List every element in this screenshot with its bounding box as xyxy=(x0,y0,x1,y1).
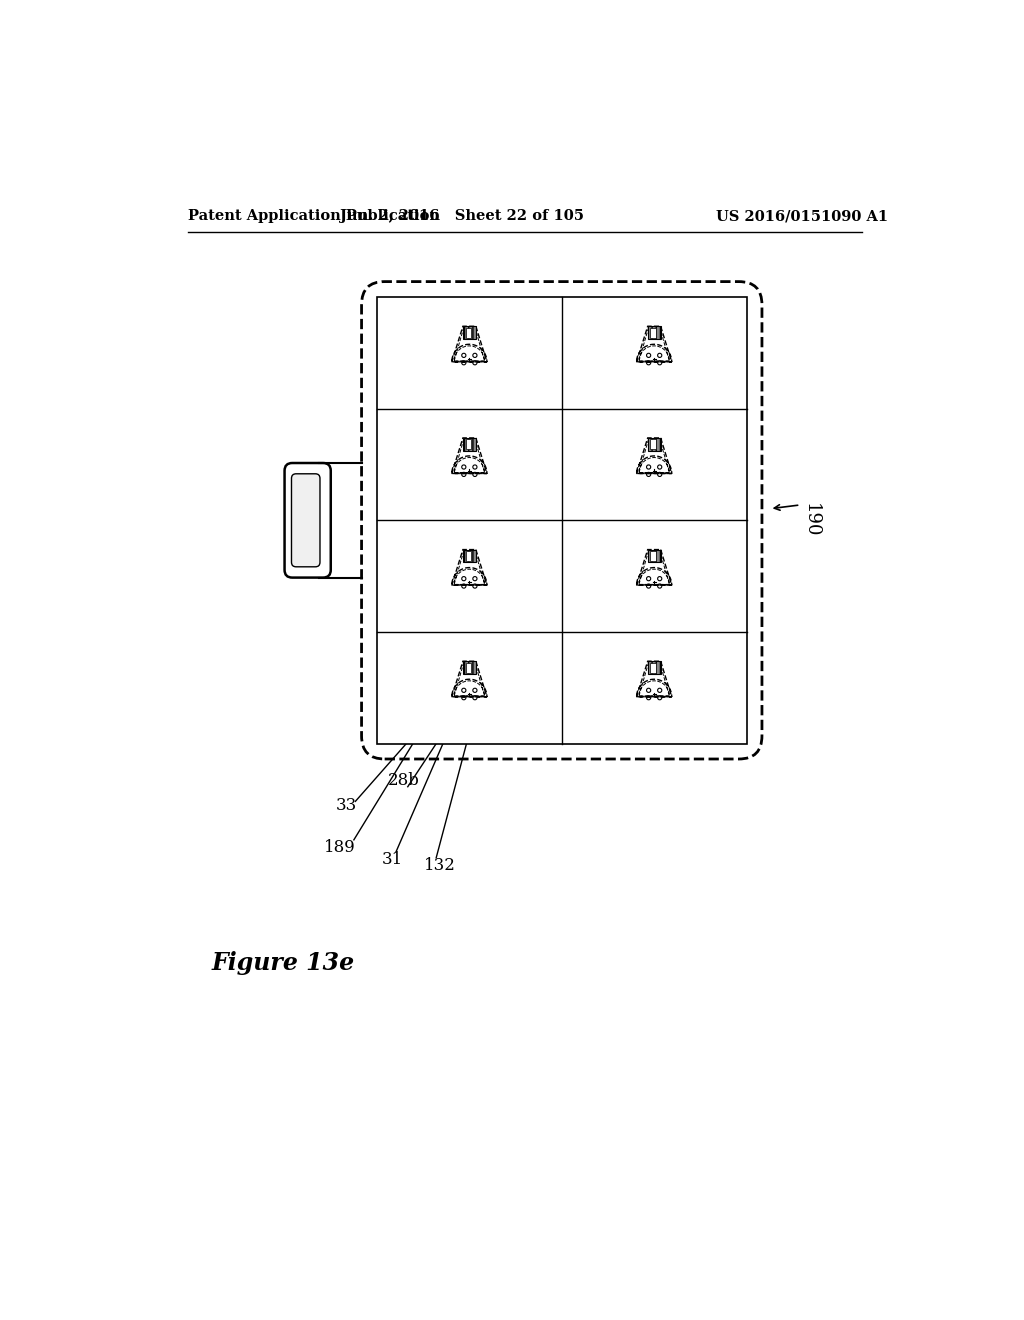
Polygon shape xyxy=(452,438,487,474)
Text: Figure 13e: Figure 13e xyxy=(211,950,354,975)
Polygon shape xyxy=(637,326,672,362)
Text: Patent Application Publication: Patent Application Publication xyxy=(188,209,440,223)
Text: US 2016/0151090 A1: US 2016/0151090 A1 xyxy=(716,209,888,223)
Bar xyxy=(466,663,471,673)
FancyBboxPatch shape xyxy=(292,474,319,566)
Text: 189: 189 xyxy=(325,840,356,857)
Bar xyxy=(463,661,476,675)
Bar xyxy=(463,438,476,451)
Polygon shape xyxy=(637,438,672,474)
Text: 132: 132 xyxy=(424,857,456,874)
FancyBboxPatch shape xyxy=(361,281,762,759)
Bar xyxy=(648,661,660,675)
Bar xyxy=(650,440,656,449)
Bar xyxy=(650,327,656,338)
Polygon shape xyxy=(637,549,672,585)
Bar xyxy=(648,549,660,562)
Text: Jun. 2, 2016   Sheet 22 of 105: Jun. 2, 2016 Sheet 22 of 105 xyxy=(340,209,584,223)
Polygon shape xyxy=(452,549,487,585)
Bar xyxy=(463,549,476,562)
Bar xyxy=(466,550,471,561)
Bar xyxy=(650,663,656,673)
Polygon shape xyxy=(637,661,672,697)
Bar xyxy=(463,326,476,339)
Bar xyxy=(466,327,471,338)
Text: 33: 33 xyxy=(336,797,356,813)
Text: 31: 31 xyxy=(382,850,403,867)
Bar xyxy=(466,440,471,449)
Bar xyxy=(650,550,656,561)
Bar xyxy=(648,438,660,451)
Polygon shape xyxy=(452,661,487,697)
FancyBboxPatch shape xyxy=(285,463,331,578)
Polygon shape xyxy=(452,326,487,362)
Text: 28b: 28b xyxy=(388,772,420,789)
Text: 190: 190 xyxy=(802,503,819,537)
FancyBboxPatch shape xyxy=(377,297,746,743)
Bar xyxy=(648,326,660,339)
